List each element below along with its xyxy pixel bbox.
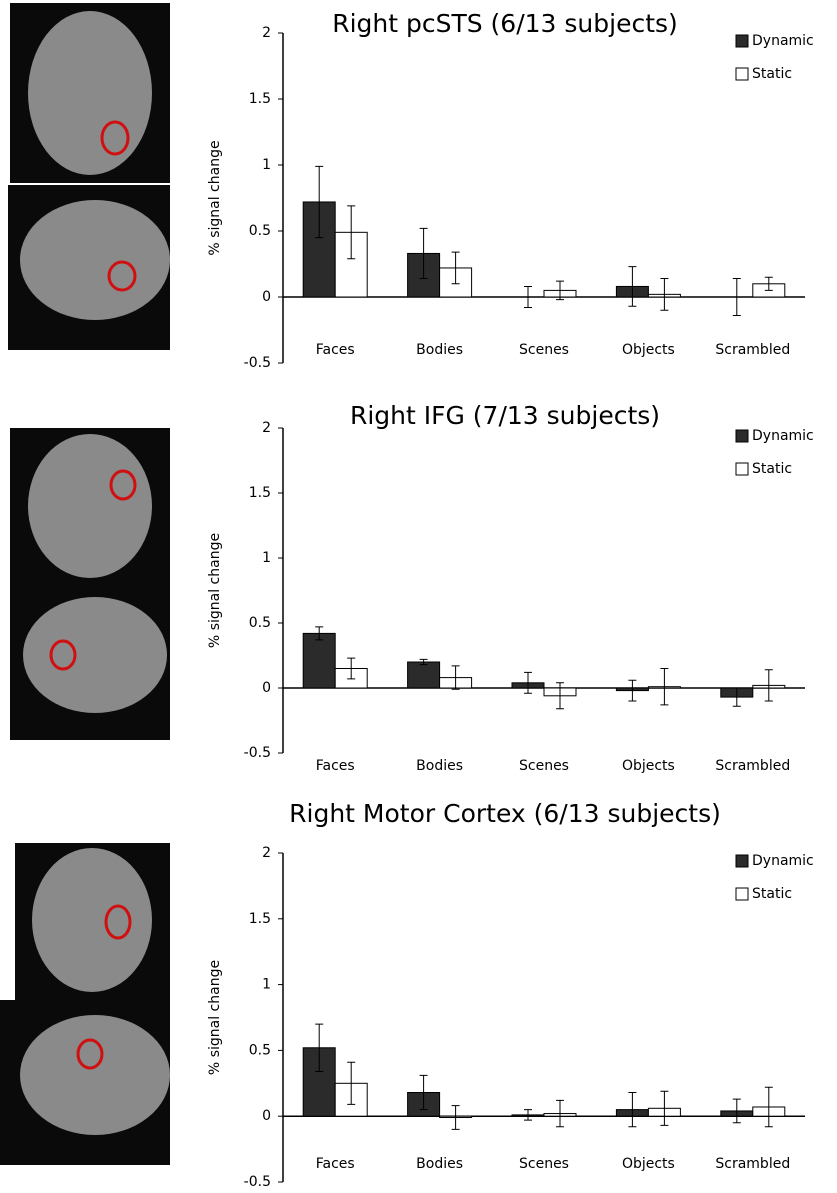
y-tick-label: 1 [262,550,271,566]
chart-title: Right Motor Cortex (6/13 subjects) [289,799,721,828]
y-tick-label: 1.5 [249,485,271,501]
x-tick-label: Objects [622,1156,675,1172]
x-tick-label: Faces [316,1156,355,1172]
legend-swatch [736,855,748,867]
x-tick-label: Objects [622,342,675,358]
x-tick-label: Scenes [519,342,569,358]
y-axis-label: % signal change [207,960,223,1075]
y-tick-label: 2 [262,845,271,861]
page: Right pcSTS (6/13 subjects) % signal chan… [0,0,837,1193]
y-tick-label: -0.5 [244,1174,271,1190]
x-tick-label: Scrambled [715,1156,790,1172]
brain-shape [20,200,170,320]
y-tick-label: -0.5 [244,745,271,761]
legend-label: Static [752,66,792,82]
y-axis-label: % signal change [207,140,223,255]
x-tick-label: Bodies [416,1156,463,1172]
x-tick-label: Bodies [416,758,463,774]
y-tick-label: -0.5 [244,355,271,371]
y-axis-label: % signal change [207,533,223,648]
legend-swatch [736,463,748,475]
x-tick-label: Faces [316,342,355,358]
x-tick-label: Scrambled [715,342,790,358]
legend-swatch [736,888,748,900]
brain-shape [23,597,167,713]
y-tick-label: 0.5 [249,1042,271,1058]
x-tick-label: Bodies [416,342,463,358]
y-tick-label: 2 [262,25,271,41]
bar [303,633,335,688]
y-tick-label: 2 [262,420,271,436]
brain-images [0,3,170,1165]
legend-label: Dynamic [752,853,814,869]
legend-label: Static [752,461,792,477]
y-tick-label: 0.5 [249,223,271,239]
y-tick-label: 1.5 [249,91,271,107]
brain-shape [20,1015,170,1135]
legend-swatch [736,68,748,80]
legend-swatch [736,430,748,442]
x-tick-label: Scenes [519,758,569,774]
brain-shape [28,434,152,578]
legend-label: Static [752,886,792,902]
x-tick-label: Objects [622,758,675,774]
y-tick-label: 0 [262,1108,271,1124]
chart-title: Right IFG (7/13 subjects) [350,401,660,430]
figure: Right pcSTS (6/13 subjects) % signal chan… [0,0,837,1193]
legend-swatch [736,35,748,47]
y-tick-label: 0 [262,680,271,696]
legend-label: Dynamic [752,33,814,49]
y-tick-label: 1.5 [249,911,271,927]
y-tick-label: 0.5 [249,615,271,631]
chart-title: Right pcSTS (6/13 subjects) [332,9,678,38]
y-tick-label: 1 [262,157,271,173]
y-tick-label: 0 [262,289,271,305]
x-tick-label: Scrambled [715,758,790,774]
legend-label: Dynamic [752,428,814,444]
brain-shape [32,848,152,992]
x-tick-label: Faces [316,758,355,774]
brain-shape [28,11,152,175]
y-tick-label: 1 [262,977,271,993]
x-tick-label: Scenes [519,1156,569,1172]
bar [408,662,440,688]
